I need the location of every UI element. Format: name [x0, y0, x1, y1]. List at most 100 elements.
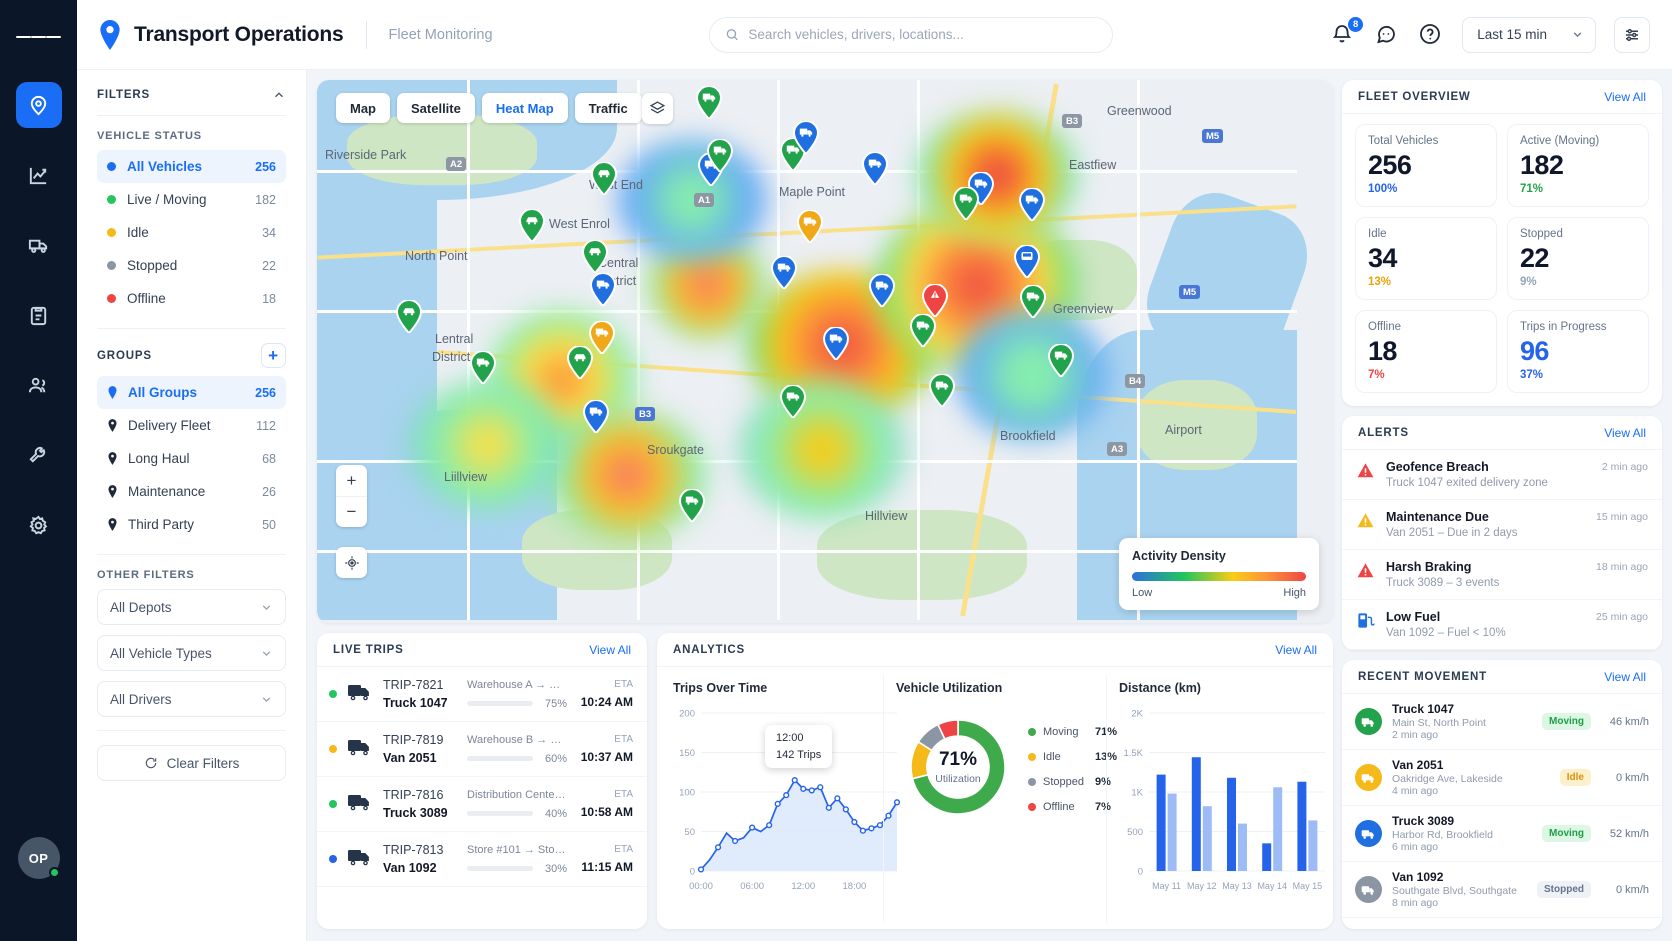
map-vehicle-marker[interactable] — [869, 274, 895, 307]
status-filter-1[interactable]: Live / Moving 182 — [97, 183, 286, 216]
map-vehicle-marker[interactable] — [862, 152, 888, 185]
fleet-stat-card: Offline 18 7% — [1355, 310, 1497, 393]
map-card[interactable]: Riverside Park West End Maple Point Greenwo… — [317, 80, 1333, 623]
messages-button[interactable] — [1374, 22, 1400, 48]
map-vehicle-marker[interactable] — [590, 273, 616, 306]
map-tab-satellite[interactable]: Satellite — [397, 93, 475, 123]
map-route-shield: M5 — [1202, 129, 1224, 143]
group-filter-3[interactable]: Maintenance 26 — [97, 475, 286, 508]
rail-item-maintenance[interactable] — [16, 432, 62, 478]
status-filter-4[interactable]: Offline 18 — [97, 282, 286, 315]
alert-row[interactable]: Harsh Braking Truck 3089 – 3 events 18 m… — [1342, 550, 1662, 600]
top-actions: 8 Last 15 min — [1330, 16, 1650, 53]
fleet-overview-view-all[interactable]: View All — [1604, 89, 1646, 104]
rail-item-analytics[interactable] — [16, 152, 62, 198]
map-vehicle-marker[interactable] — [583, 400, 609, 433]
map-view-tabs[interactable]: Map Satellite Heat Map Traffic — [336, 93, 642, 123]
filter-select-0[interactable]: All Depots — [97, 589, 286, 625]
alert-row[interactable]: Geofence Breach Truck 1047 exited delive… — [1342, 450, 1662, 500]
rail-item-reports[interactable] — [16, 292, 62, 338]
map-canvas[interactable]: Riverside Park West End Maple Point Greenwo… — [317, 80, 1333, 623]
filter-select-value: All Vehicle Types — [110, 645, 212, 661]
alert-text: Maintenance Due Van 2051 – Due in 2 days — [1386, 510, 1585, 539]
map-vehicle-marker[interactable] — [771, 256, 797, 289]
movement-row[interactable]: Truck 3089 Harbor Rd, Brookfield 6 min a… — [1342, 806, 1662, 862]
clear-filters-button[interactable]: Clear Filters — [97, 745, 286, 781]
map-vehicle-marker[interactable] — [1048, 344, 1074, 377]
map-vehicle-marker[interactable] — [910, 314, 936, 347]
filter-select-1[interactable]: All Vehicle Types — [97, 635, 286, 671]
trip-row[interactable]: TRIP-7813 Van 1092 Store #101 → Store #1… — [317, 832, 647, 887]
menu-toggle-button[interactable] — [15, 14, 62, 60]
trip-row[interactable]: TRIP-7821 Truck 1047 Warehouse A → Retai… — [317, 667, 647, 722]
map-vehicle-marker[interactable] — [953, 187, 979, 220]
map-vehicle-marker[interactable] — [1014, 245, 1040, 278]
map-vehicle-marker[interactable] — [922, 284, 948, 317]
top-bar: Transport Operations Fleet Monitoring 8 — [77, 0, 1672, 70]
map-zoom-controls[interactable]: + − — [336, 465, 367, 527]
map-vehicle-marker[interactable] — [470, 351, 496, 384]
map-vehicle-marker[interactable] — [396, 300, 422, 333]
filters-header[interactable]: FILTERS — [97, 88, 286, 102]
filter-select-2[interactable]: All Drivers — [97, 681, 286, 717]
rail-item-map[interactable] — [15, 82, 62, 128]
add-group-button[interactable]: + — [261, 343, 286, 368]
movement-row[interactable]: Truck 1047 Main St, North Point 2 min ag… — [1342, 694, 1662, 750]
help-button[interactable] — [1418, 22, 1444, 48]
recent-movement-view-all[interactable]: View All — [1604, 669, 1646, 684]
notifications-button[interactable]: 8 — [1330, 16, 1364, 48]
live-trips-title: LIVE TRIPS — [333, 643, 404, 656]
alert-subtitle: Truck 3089 – 3 events — [1386, 577, 1500, 589]
group-filter-1[interactable]: Delivery Fleet 112 — [97, 409, 286, 442]
alerts-view-all[interactable]: View All — [1604, 425, 1646, 440]
map-vehicle-marker[interactable] — [793, 121, 819, 154]
movement-row[interactable]: Van 1092 Southgate Blvd, Southgate 8 min… — [1342, 862, 1662, 918]
search-box[interactable] — [709, 16, 1114, 53]
map-tab-map[interactable]: Map — [336, 93, 390, 123]
map-locate-button[interactable] — [336, 547, 367, 578]
map-vehicle-marker[interactable] — [929, 374, 955, 407]
map-layers-button[interactable] — [642, 93, 673, 124]
warning-triangle-icon — [1357, 463, 1374, 478]
map-vehicle-marker[interactable] — [797, 210, 823, 243]
map-vehicle-marker[interactable] — [780, 385, 806, 418]
movement-row[interactable]: Van 2051 Oakridge Ave, Lakeside 4 min ag… — [1342, 750, 1662, 806]
map-vehicle-marker[interactable] — [696, 86, 722, 119]
group-filter-4[interactable]: Third Party 50 — [97, 508, 286, 541]
alert-row[interactable]: Maintenance Due Van 2051 – Due in 2 days… — [1342, 500, 1662, 550]
map-vehicle-marker[interactable] — [591, 162, 617, 195]
group-filter-0[interactable]: All Groups 256 — [97, 376, 286, 409]
search-input[interactable] — [748, 27, 1098, 42]
analytics-view-all[interactable]: View All — [1275, 642, 1317, 657]
map-tab-traffic[interactable]: Traffic — [574, 93, 642, 123]
trip-row[interactable]: TRIP-7816 Truck 3089 Distribution Center… — [317, 777, 647, 832]
alert-row[interactable]: Low Fuel Van 1092 – Fuel < 10% 25 min ag… — [1342, 600, 1662, 650]
status-filter-0[interactable]: All Vehicles 256 — [97, 150, 286, 183]
status-filter-3[interactable]: Stopped 22 — [97, 249, 286, 282]
map-vehicle-marker[interactable] — [823, 327, 849, 360]
map-vehicle-marker[interactable] — [589, 321, 615, 354]
map-vehicle-marker[interactable] — [567, 346, 593, 379]
live-trips-header: LIVE TRIPS View All — [317, 633, 647, 667]
map-vehicle-marker[interactable] — [519, 209, 545, 242]
rail-item-drivers[interactable] — [16, 362, 62, 408]
zoom-out-button[interactable]: − — [336, 496, 367, 527]
user-avatar[interactable]: OP — [17, 837, 60, 879]
chevron-up-icon[interactable] — [272, 88, 286, 102]
rail-item-settings[interactable] — [16, 502, 62, 548]
preferences-button[interactable] — [1614, 16, 1650, 53]
map-vehicle-marker[interactable] — [707, 139, 733, 172]
time-range-select[interactable]: Last 15 min — [1462, 16, 1596, 53]
map-vehicle-marker[interactable] — [1020, 285, 1046, 318]
rail-item-vehicles[interactable] — [16, 222, 62, 268]
group-filter-2[interactable]: Long Haul 68 — [97, 442, 286, 475]
map-vehicle-marker[interactable] — [1019, 188, 1045, 221]
map-tab-heat map[interactable]: Heat Map — [481, 93, 568, 123]
live-trips-view-all[interactable]: View All — [589, 642, 631, 657]
map-vehicle-marker[interactable] — [582, 240, 608, 273]
map-route-shield: A1 — [694, 193, 715, 207]
map-vehicle-marker[interactable] — [679, 489, 705, 522]
status-filter-2[interactable]: Idle 34 — [97, 216, 286, 249]
trip-row[interactable]: TRIP-7819 Van 2051 Warehouse B → Store #… — [317, 722, 647, 777]
zoom-in-button[interactable]: + — [346, 470, 357, 490]
